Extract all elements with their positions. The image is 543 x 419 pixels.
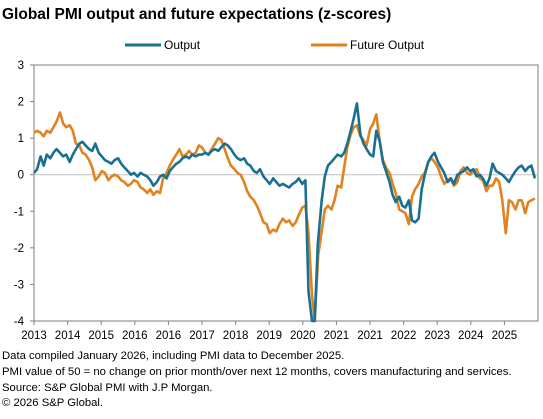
- y-tick-label: 1: [18, 133, 24, 145]
- y-tick-label: 2: [18, 97, 24, 109]
- series-layer: [33, 102, 537, 323]
- chart-legend: Output Future Output: [125, 38, 425, 52]
- x-tick-label: 2018: [223, 330, 249, 342]
- x-tick-label: 2023: [424, 330, 450, 342]
- x-tick-label: 2019: [256, 330, 282, 342]
- chart-notes: Data compiled January 2026, including PM…: [2, 349, 512, 412]
- y-tick-label: 0: [18, 170, 24, 182]
- chart-title: Global PMI output and future expectation…: [2, 6, 392, 23]
- x-tick-label: 2013: [21, 330, 47, 342]
- y-tick-label: -4: [14, 316, 25, 328]
- note-copyright: © 2026 S&P Global.: [2, 397, 104, 410]
- legend-label-future-output: Future Output: [350, 38, 425, 52]
- plot-frame: [33, 64, 539, 322]
- y-tick-label: -1: [14, 206, 24, 218]
- y-tick-label: -2: [14, 243, 24, 255]
- chart-axes: 3 2 1 0 -1 -2 -3 -4 2013 2014 2015 2016 2016 2017 2018…: [14, 60, 539, 342]
- note-pmi-definition: PMI value of 50 = no change on prior mon…: [2, 365, 512, 378]
- x-tick-label: 2021: [357, 330, 383, 342]
- x-tick-label: 2022: [391, 330, 417, 342]
- x-tick-label: 2024: [458, 330, 484, 342]
- note-data-compiled: Data compiled January 2026, including PM…: [2, 350, 345, 362]
- y-tick-label: -3: [14, 279, 24, 291]
- x-tick-label: 2017: [189, 330, 215, 342]
- x-tick-label: 2025: [492, 330, 518, 342]
- series-line-future-output: [33, 111, 536, 323]
- x-tick-label: 2016: [156, 330, 182, 342]
- x-tick-label: 2015: [88, 330, 114, 342]
- x-tick-label: 2021: [324, 330, 350, 342]
- legend-label-output: Output: [164, 38, 201, 52]
- series-line-output: [33, 102, 537, 323]
- line-chart: Output Future Output 3 2 1 0 -1 -2 -3 -4 2013 2014…: [14, 38, 539, 342]
- x-tick-label: 2020: [290, 330, 316, 342]
- y-tick-label: 3: [18, 60, 24, 72]
- x-tick-label: 2016: [122, 330, 148, 342]
- x-tick-label: 2014: [55, 330, 81, 342]
- note-source: Source: S&P Global PMI with J.P Morgan.: [2, 381, 213, 394]
